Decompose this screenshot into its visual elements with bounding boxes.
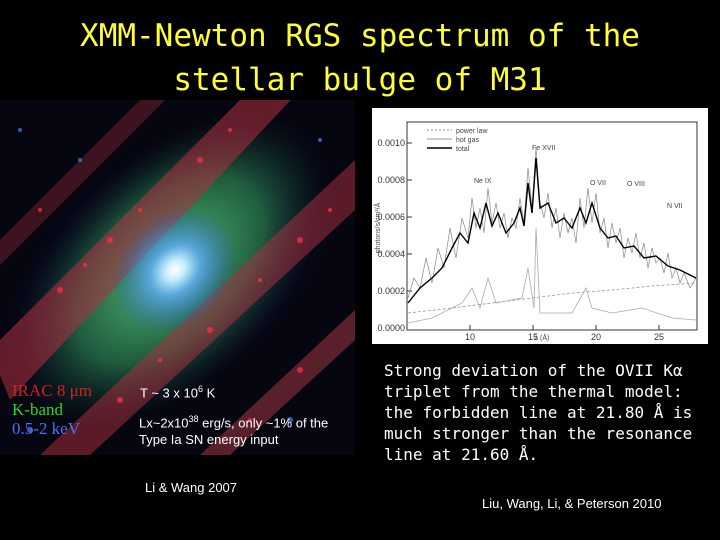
y-tick-label: 0.0002 [377, 286, 405, 296]
legend-total: total [456, 146, 470, 153]
y-tick-label: 0.0010 [377, 138, 405, 148]
x-tick-label: 25 [654, 332, 664, 342]
total-model [407, 157, 697, 304]
legend-power-law: power law [456, 128, 488, 135]
reference-liu-2010: Liu, Wang, Li, & Peterson 2010 [482, 496, 662, 511]
spectrum-description: Strong deviation of the OVII Kα triplet … [384, 361, 693, 464]
luminosity-text: Lx~2x10 [139, 415, 189, 431]
rgs-spectrum-plot: 0.0010 0.0008 0.0006 0.0004 0.0002 0.000… [372, 108, 708, 344]
temperature-unit: K [202, 385, 216, 401]
title-line-2: stellar bulge of M31 [173, 62, 547, 98]
temperature-exponent: 6 [197, 384, 203, 394]
line-label: O VII [590, 180, 606, 187]
luminosity-exponent: 38 [188, 414, 199, 424]
temperature-note: T ~ 3 x 106 K [140, 381, 215, 401]
line-label: Ne IX [474, 178, 492, 185]
title-line-1: XMM-Newton RGS spectrum of the [80, 18, 640, 54]
y-tick-label: 0.0006 [377, 212, 405, 222]
luminosity-note: Lx~2x1038 erg/s, only ~1% of the Type Ia… [139, 411, 354, 448]
line-label: Fe XVII [532, 145, 555, 152]
image-legend: IRAC 8 μm K-band 0.5-2 keV [12, 381, 92, 438]
observed-spectrum [407, 147, 697, 299]
y-tick-label: 0.0004 [377, 249, 405, 259]
legend-xray: 0.5-2 keV [12, 419, 80, 438]
reference-li-wang: Li & Wang 2007 [145, 480, 238, 495]
power-law-model [407, 282, 697, 314]
y-axis-label: photons/s/cm²/Å [373, 202, 382, 253]
x-tick-label: 20 [591, 332, 601, 342]
hot-gas-model [407, 227, 697, 324]
legend-hot-gas: hot gas [456, 137, 479, 144]
y-tick-label: 0.0008 [377, 175, 405, 185]
legend-irac: IRAC 8 μm [12, 381, 92, 400]
x-tick-label: 15 [528, 332, 538, 342]
line-label: N VII [667, 203, 683, 210]
x-axis-label: λ (Å) [535, 333, 550, 342]
line-label: O VIII [627, 181, 645, 188]
m31-composite-image [0, 100, 355, 455]
slide-title: XMM-Newton RGS spectrum of the stellar b… [0, 14, 720, 102]
luminosity-rest: erg/s, only ~1% of the Type Ia SN energy… [139, 415, 329, 448]
legend-kband: K-band [12, 400, 63, 419]
temperature-text: T ~ 3 x 10 [140, 385, 198, 401]
y-tick-label: 0.0000 [377, 323, 405, 333]
x-tick-label: 10 [465, 332, 475, 342]
plot-legend: power law hot gas total [427, 128, 488, 153]
